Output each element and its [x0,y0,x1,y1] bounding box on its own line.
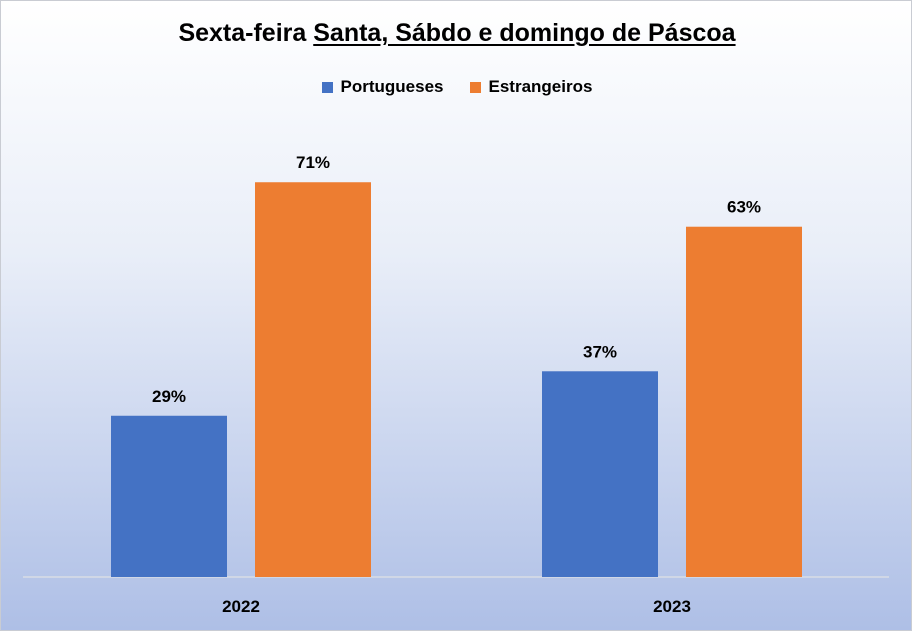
bar-portugueses-2023 [542,371,658,577]
x-tick-label-2023: 2023 [653,597,691,616]
bar-portugueses-2022 [111,415,227,577]
bar-estrangeiros-2022 [255,182,371,578]
legend-item-estrangeiros: Estrangeiros [469,77,593,97]
data-label-estrangeiros-2022: 71% [296,153,330,172]
legend: Portugueses Estrangeiros [1,77,912,97]
x-tick-label-2022: 2022 [222,597,260,616]
legend-swatch-portugueses [321,81,333,93]
legend-label-estrangeiros: Estrangeiros [488,77,593,96]
legend-item-portugueses: Portugueses [321,77,444,97]
legend-swatch-estrangeiros [469,81,481,93]
data-label-portugueses-2023: 37% [583,342,617,361]
legend-label-portugueses: Portugueses [340,77,444,96]
data-label-portugueses-2022: 29% [152,387,186,406]
data-label-estrangeiros-2023: 63% [727,198,761,217]
bar-estrangeiros-2023 [686,226,802,577]
chart-title-prefix: Sexta-feira [178,19,314,47]
chart-title: Sexta-feira Santa, Sábdo e domingo de Pá… [1,19,912,48]
chart-title-underlined: Santa, Sábdo e domingo de Páscoa [313,19,736,47]
